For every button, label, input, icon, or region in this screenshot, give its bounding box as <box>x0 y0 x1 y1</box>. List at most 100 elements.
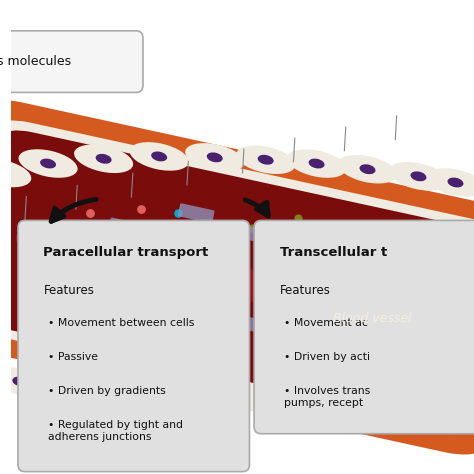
Point <box>359 290 367 298</box>
Point <box>257 271 265 279</box>
Ellipse shape <box>319 373 379 401</box>
Point <box>239 300 246 307</box>
Point <box>350 252 357 260</box>
Ellipse shape <box>174 393 190 403</box>
Point <box>285 290 292 298</box>
Ellipse shape <box>360 164 375 174</box>
Point <box>313 300 320 307</box>
Text: Features: Features <box>280 284 330 297</box>
Ellipse shape <box>153 384 212 412</box>
FancyBboxPatch shape <box>301 304 333 322</box>
Ellipse shape <box>389 162 448 191</box>
Point <box>146 319 154 326</box>
Point <box>86 210 93 217</box>
Point <box>77 290 84 298</box>
FancyBboxPatch shape <box>178 203 215 223</box>
Point <box>276 243 283 250</box>
Ellipse shape <box>285 389 301 398</box>
Ellipse shape <box>151 152 167 161</box>
Text: Blood vessel: Blood vessel <box>333 312 411 325</box>
Ellipse shape <box>341 383 357 392</box>
Ellipse shape <box>119 391 135 401</box>
Point <box>341 319 348 326</box>
FancyBboxPatch shape <box>254 220 474 434</box>
FancyBboxPatch shape <box>109 218 145 237</box>
Point <box>54 304 61 312</box>
Point <box>164 290 172 298</box>
Point <box>123 337 130 345</box>
Point <box>109 304 117 312</box>
Ellipse shape <box>40 159 56 168</box>
Point <box>266 309 274 317</box>
Text: • Driven by gradients: • Driven by gradients <box>48 386 166 396</box>
FancyBboxPatch shape <box>134 304 166 322</box>
Point <box>35 271 43 279</box>
Text: Features: Features <box>44 284 94 297</box>
FancyBboxPatch shape <box>64 313 96 331</box>
Text: • Regulated by tight and
adherens junctions: • Regulated by tight and adherens juncti… <box>48 420 183 442</box>
Ellipse shape <box>236 146 295 174</box>
Point <box>355 328 362 336</box>
Point <box>331 281 339 288</box>
Ellipse shape <box>207 153 223 162</box>
Point <box>91 328 98 336</box>
Point <box>201 233 209 241</box>
Point <box>192 309 200 317</box>
Point <box>216 337 223 345</box>
Ellipse shape <box>209 383 267 411</box>
FancyBboxPatch shape <box>39 241 76 261</box>
Point <box>368 224 376 231</box>
Ellipse shape <box>0 367 50 396</box>
Ellipse shape <box>375 365 434 393</box>
Point <box>169 347 177 355</box>
FancyBboxPatch shape <box>0 100 474 455</box>
Point <box>49 224 56 231</box>
Ellipse shape <box>96 154 111 164</box>
FancyBboxPatch shape <box>0 120 474 434</box>
Text: • Movement between cells: • Movement between cells <box>48 318 194 328</box>
FancyBboxPatch shape <box>0 130 474 424</box>
Ellipse shape <box>18 149 78 178</box>
Point <box>220 328 228 336</box>
Point <box>137 205 145 212</box>
Point <box>229 252 237 260</box>
Ellipse shape <box>397 374 412 384</box>
Text: • Movement ac: • Movement ac <box>284 318 368 328</box>
Ellipse shape <box>97 382 156 410</box>
Point <box>322 233 329 241</box>
Text: • Involves trans
pumps, recept: • Involves trans pumps, recept <box>284 386 370 408</box>
Point <box>308 337 316 345</box>
Ellipse shape <box>264 379 323 408</box>
Point <box>294 214 302 222</box>
Point <box>248 224 255 231</box>
Ellipse shape <box>0 168 10 178</box>
Ellipse shape <box>230 392 246 401</box>
FancyBboxPatch shape <box>148 256 180 274</box>
FancyBboxPatch shape <box>78 275 110 293</box>
Ellipse shape <box>63 386 79 396</box>
Text: • Driven by acti: • Driven by acti <box>284 352 370 362</box>
Point <box>183 271 191 279</box>
Ellipse shape <box>338 155 397 183</box>
Text: Paracellular transport: Paracellular transport <box>44 246 209 259</box>
FancyBboxPatch shape <box>287 261 319 279</box>
Text: s molecules: s molecules <box>0 55 71 68</box>
FancyBboxPatch shape <box>0 31 143 92</box>
Point <box>262 347 269 355</box>
Ellipse shape <box>185 143 244 172</box>
FancyBboxPatch shape <box>247 227 284 247</box>
Point <box>303 262 311 269</box>
Ellipse shape <box>410 172 427 181</box>
Ellipse shape <box>0 159 31 187</box>
Ellipse shape <box>12 377 28 386</box>
FancyBboxPatch shape <box>18 220 249 472</box>
Point <box>155 243 163 250</box>
Ellipse shape <box>287 149 346 178</box>
Ellipse shape <box>447 178 464 187</box>
FancyBboxPatch shape <box>224 312 261 332</box>
Text: • Passive: • Passive <box>48 352 98 362</box>
Point <box>174 210 182 217</box>
Ellipse shape <box>16 219 265 307</box>
Ellipse shape <box>309 159 325 168</box>
Ellipse shape <box>74 145 133 173</box>
